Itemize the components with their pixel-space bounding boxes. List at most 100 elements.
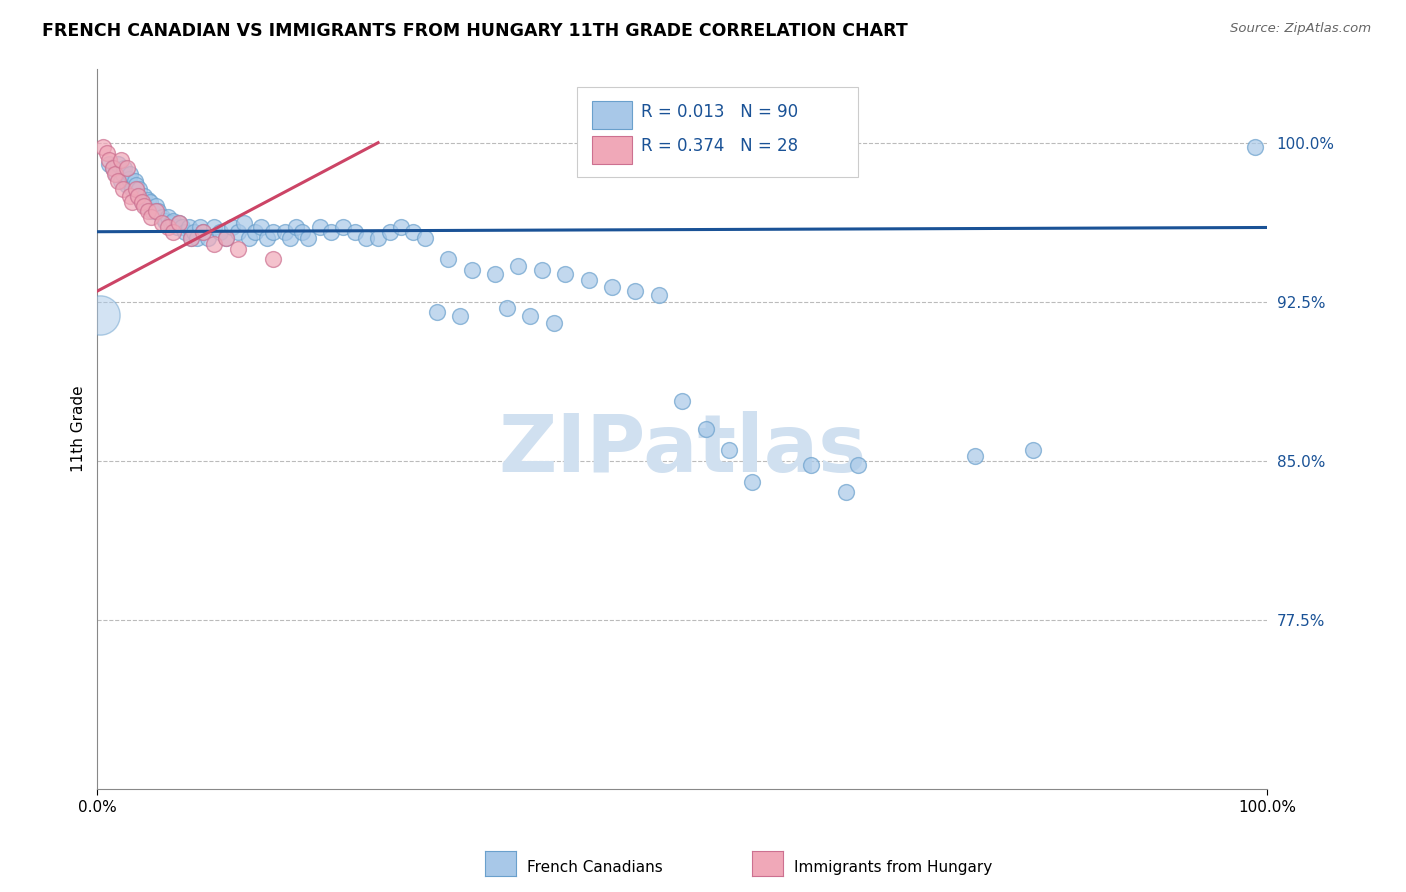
Point <box>717 443 740 458</box>
Point <box>256 231 278 245</box>
Text: R = 0.374   N = 28: R = 0.374 N = 28 <box>641 137 799 155</box>
Point <box>221 220 243 235</box>
Point <box>530 263 553 277</box>
Point <box>112 182 135 196</box>
Text: ZIPatlas: ZIPatlas <box>498 411 866 490</box>
Point <box>1244 140 1267 154</box>
Point <box>166 220 188 235</box>
Point <box>180 231 202 245</box>
Point <box>495 301 517 315</box>
Point <box>297 231 319 245</box>
Point <box>160 216 183 230</box>
Point <box>238 231 260 245</box>
Point <box>273 225 295 239</box>
Point <box>215 231 238 245</box>
Point <box>800 458 823 472</box>
Point <box>136 193 159 207</box>
Point <box>131 195 153 210</box>
Point <box>110 174 132 188</box>
Point <box>127 188 149 202</box>
Point <box>121 195 143 210</box>
Point <box>134 199 156 213</box>
Point <box>104 168 127 182</box>
Point <box>120 188 142 202</box>
Point <box>115 178 138 193</box>
Point <box>128 182 150 196</box>
Point <box>197 231 219 245</box>
Point <box>624 284 647 298</box>
Point <box>484 267 506 281</box>
Point <box>226 225 249 239</box>
Point <box>162 214 184 228</box>
Point <box>105 168 128 182</box>
Point <box>343 225 366 239</box>
Point <box>402 225 425 239</box>
Point <box>112 168 135 182</box>
Point <box>202 220 225 235</box>
FancyBboxPatch shape <box>592 136 631 163</box>
Point <box>91 140 114 154</box>
Point <box>156 220 179 235</box>
Point <box>262 252 284 267</box>
Point <box>145 199 167 213</box>
Point <box>139 195 162 210</box>
Point <box>215 231 238 245</box>
Point <box>835 485 858 500</box>
Point <box>107 157 129 171</box>
Point <box>648 288 671 302</box>
Point <box>671 394 693 409</box>
Point <box>167 216 190 230</box>
Point <box>543 316 565 330</box>
Point <box>1022 443 1045 458</box>
Y-axis label: 11th Grade: 11th Grade <box>72 385 86 472</box>
Text: R = 0.013   N = 90: R = 0.013 N = 90 <box>641 103 799 120</box>
Point <box>118 171 141 186</box>
Point <box>146 203 169 218</box>
Point <box>180 231 202 245</box>
Point <box>110 153 132 167</box>
Point <box>425 305 447 319</box>
Point <box>121 182 143 196</box>
FancyBboxPatch shape <box>576 87 858 177</box>
Point <box>191 225 214 239</box>
Point <box>101 161 124 175</box>
Point <box>135 199 157 213</box>
Point <box>519 310 541 324</box>
Point <box>98 153 121 167</box>
Text: French Canadians: French Canadians <box>527 860 664 874</box>
Point <box>963 450 986 464</box>
Point <box>280 231 302 245</box>
Point <box>183 225 205 239</box>
Point <box>188 220 211 235</box>
Point <box>508 259 530 273</box>
Point <box>245 225 267 239</box>
Point <box>291 225 314 239</box>
Text: Source: ZipAtlas.com: Source: ZipAtlas.com <box>1230 22 1371 36</box>
Point <box>136 203 159 218</box>
Point <box>127 188 149 202</box>
Point <box>226 242 249 256</box>
Point <box>460 263 482 277</box>
Point <box>356 231 378 245</box>
Point <box>250 220 273 235</box>
Point <box>145 203 167 218</box>
Point <box>174 225 197 239</box>
Point <box>378 225 401 239</box>
Text: Immigrants from Hungary: Immigrants from Hungary <box>794 860 993 874</box>
Point <box>125 178 148 193</box>
Point <box>98 157 121 171</box>
Point <box>202 237 225 252</box>
Point <box>141 210 163 224</box>
Point <box>578 273 600 287</box>
Point <box>134 188 156 202</box>
Point <box>120 168 142 182</box>
Point <box>125 182 148 196</box>
Point <box>413 231 436 245</box>
Point <box>262 225 284 239</box>
Point <box>191 225 214 239</box>
Point <box>115 161 138 175</box>
Point <box>308 220 330 235</box>
Point <box>150 216 173 230</box>
Point <box>96 146 118 161</box>
Point <box>321 225 343 239</box>
